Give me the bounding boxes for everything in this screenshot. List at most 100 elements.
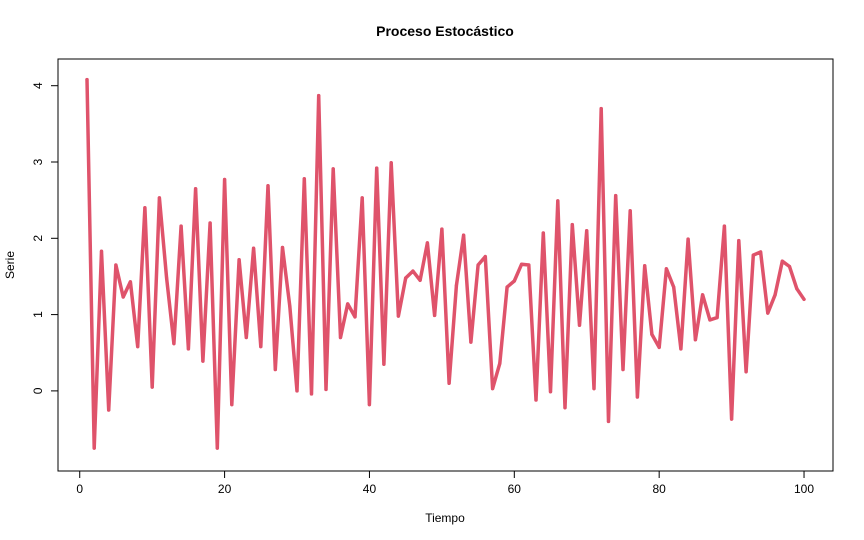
data-point: [795, 287, 799, 291]
data-point: [621, 367, 625, 372]
data-point: [92, 446, 96, 450]
y-tick-label: 1: [31, 311, 45, 318]
data-point: [208, 221, 212, 225]
data-point: [215, 446, 219, 450]
data-point: [650, 332, 654, 336]
y-axis: 0 1 2 3 4: [31, 82, 59, 394]
data-point: [592, 387, 596, 391]
data-point: [628, 209, 632, 213]
data-point: [787, 264, 792, 269]
data-point: [491, 387, 495, 391]
data-point: [556, 199, 560, 203]
x-axis-label: Tiempo: [425, 511, 465, 525]
data-point: [686, 237, 690, 241]
data-point: [679, 347, 683, 351]
y-axis-label: Serie: [3, 251, 17, 279]
data-point: [447, 381, 451, 385]
x-tick-label: 60: [508, 482, 522, 496]
x-tick-label: 20: [218, 482, 232, 496]
y-tick-label: 0: [31, 387, 45, 394]
data-point: [338, 335, 343, 340]
data-point: [469, 340, 473, 344]
data-point: [237, 258, 241, 262]
y-tick-label: 4: [31, 82, 45, 89]
x-tick-label: 0: [76, 482, 83, 496]
x-tick-label: 80: [652, 482, 666, 496]
series-layer: [85, 77, 806, 450]
data-point: [643, 264, 647, 268]
data-point: [230, 403, 234, 407]
data-point: [157, 196, 161, 200]
y-tick-label: 2: [31, 235, 45, 242]
data-point: [324, 387, 328, 391]
data-point: [548, 390, 553, 394]
data-point: [425, 241, 429, 245]
data-point: [693, 338, 698, 342]
data-point: [223, 177, 227, 182]
data-point: [331, 167, 335, 171]
data-point: [252, 246, 256, 250]
data-point: [541, 231, 545, 235]
data-point: [114, 263, 118, 267]
x-tick-label: 40: [363, 482, 377, 496]
data-point: [454, 284, 458, 288]
data-point: [186, 347, 190, 351]
data-point: [266, 184, 270, 188]
data-point: [375, 166, 379, 170]
data-point: [273, 367, 277, 372]
data-point: [498, 361, 502, 365]
data-point: [179, 224, 183, 228]
data-point: [730, 417, 734, 421]
data-point: [527, 263, 531, 267]
data-point: [715, 316, 719, 320]
data-point: [353, 315, 357, 319]
data-point: [708, 318, 712, 322]
data-point: [309, 392, 314, 396]
data-point: [172, 342, 176, 346]
data-point: [302, 177, 306, 181]
data-point: [722, 224, 727, 228]
data-point: [599, 107, 603, 111]
data-point: [107, 408, 111, 412]
data-point: [759, 250, 763, 254]
data-point: [367, 403, 371, 407]
data-point: [382, 362, 386, 366]
data-point: [635, 395, 640, 399]
data-point: [520, 262, 524, 266]
data-point: [389, 161, 393, 165]
data-point: [744, 370, 748, 374]
data-point: [701, 293, 705, 297]
data-point: [664, 267, 669, 271]
data-point: [244, 335, 248, 340]
plot-frame: [57, 58, 834, 472]
chart-title: Proceso Estocástico: [376, 23, 514, 39]
data-point: [563, 406, 567, 410]
data-point: [99, 249, 104, 253]
data-point: [577, 323, 582, 327]
data-point: [433, 313, 437, 317]
x-tick-label: 100: [794, 482, 814, 496]
data-point: [165, 276, 169, 280]
data-point: [288, 304, 292, 308]
data-point: [657, 345, 661, 349]
data-point: [150, 385, 154, 389]
data-point: [194, 187, 198, 191]
data-point: [85, 78, 89, 82]
data-point: [773, 293, 777, 297]
data-point: [418, 278, 422, 282]
data-point: [570, 223, 574, 227]
data-point: [136, 345, 140, 349]
data-point: [780, 259, 784, 263]
data-point: [143, 206, 147, 210]
data-point: [360, 196, 364, 200]
series-line: [85, 77, 806, 450]
data-point: [404, 276, 408, 280]
data-point: [396, 314, 400, 318]
x-axis: 0 20 40 60 80 100: [76, 470, 814, 496]
data-point: [606, 419, 611, 423]
data-point: [317, 94, 321, 98]
data-point: [505, 285, 509, 289]
data-point: [411, 269, 415, 273]
data-point: [440, 227, 444, 231]
